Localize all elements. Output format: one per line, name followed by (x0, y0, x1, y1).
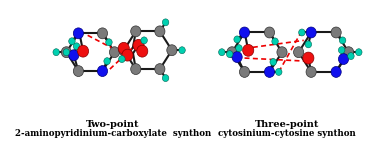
Circle shape (119, 45, 129, 56)
Circle shape (239, 66, 249, 77)
Circle shape (133, 39, 144, 51)
Circle shape (98, 28, 108, 39)
Circle shape (98, 66, 108, 77)
Circle shape (155, 26, 165, 37)
Circle shape (265, 27, 274, 38)
Circle shape (338, 54, 349, 65)
Circle shape (277, 47, 287, 58)
Circle shape (331, 27, 341, 38)
Circle shape (226, 51, 233, 58)
Circle shape (53, 49, 59, 56)
Circle shape (234, 36, 240, 43)
Circle shape (73, 28, 84, 39)
Circle shape (104, 58, 110, 65)
Circle shape (331, 66, 341, 77)
Circle shape (122, 49, 133, 61)
Circle shape (73, 66, 84, 77)
Circle shape (356, 49, 362, 56)
Circle shape (276, 68, 282, 75)
Circle shape (179, 47, 185, 54)
Text: cytosinium-cytosine synthon: cytosinium-cytosine synthon (218, 130, 355, 138)
Circle shape (227, 47, 237, 58)
Circle shape (338, 47, 345, 54)
Text: Two-point: Two-point (86, 120, 139, 128)
Circle shape (348, 53, 354, 60)
Circle shape (270, 59, 276, 66)
Circle shape (294, 47, 304, 58)
Circle shape (306, 27, 316, 38)
Text: 2-aminopyridinium-carboxylate  synthon: 2-aminopyridinium-carboxylate synthon (14, 130, 211, 138)
Circle shape (109, 47, 119, 58)
Circle shape (167, 45, 177, 56)
Circle shape (232, 52, 242, 62)
Circle shape (69, 38, 75, 45)
Text: Three-point: Three-point (254, 120, 319, 128)
Circle shape (305, 41, 311, 48)
Circle shape (243, 44, 254, 56)
Circle shape (344, 47, 354, 58)
Circle shape (63, 49, 70, 56)
Circle shape (137, 45, 148, 57)
Circle shape (73, 43, 80, 50)
Circle shape (141, 37, 147, 44)
Circle shape (339, 37, 346, 44)
Circle shape (155, 64, 165, 75)
Circle shape (61, 47, 71, 58)
Circle shape (131, 64, 141, 75)
Circle shape (303, 52, 314, 64)
Circle shape (118, 42, 129, 54)
Circle shape (265, 66, 274, 77)
Circle shape (236, 45, 242, 52)
Circle shape (106, 39, 112, 46)
Circle shape (69, 50, 79, 61)
Circle shape (77, 45, 88, 57)
Circle shape (306, 66, 316, 77)
Circle shape (272, 38, 278, 45)
Circle shape (218, 49, 225, 56)
Circle shape (131, 26, 141, 37)
Circle shape (162, 19, 169, 26)
Circle shape (119, 56, 125, 62)
Circle shape (162, 75, 169, 82)
Circle shape (239, 27, 249, 38)
Circle shape (299, 29, 305, 36)
